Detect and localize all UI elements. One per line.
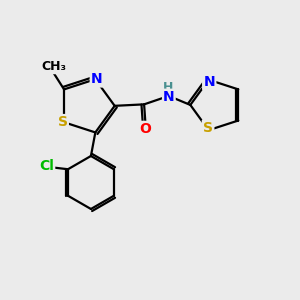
Text: O: O <box>140 122 152 136</box>
Text: N: N <box>203 75 215 89</box>
Text: N: N <box>163 90 175 104</box>
Text: Cl: Cl <box>39 159 54 173</box>
Text: CH₃: CH₃ <box>41 60 66 73</box>
Text: H: H <box>163 81 173 94</box>
Text: N: N <box>91 72 103 86</box>
Text: S: S <box>58 115 68 129</box>
Text: S: S <box>203 121 213 135</box>
